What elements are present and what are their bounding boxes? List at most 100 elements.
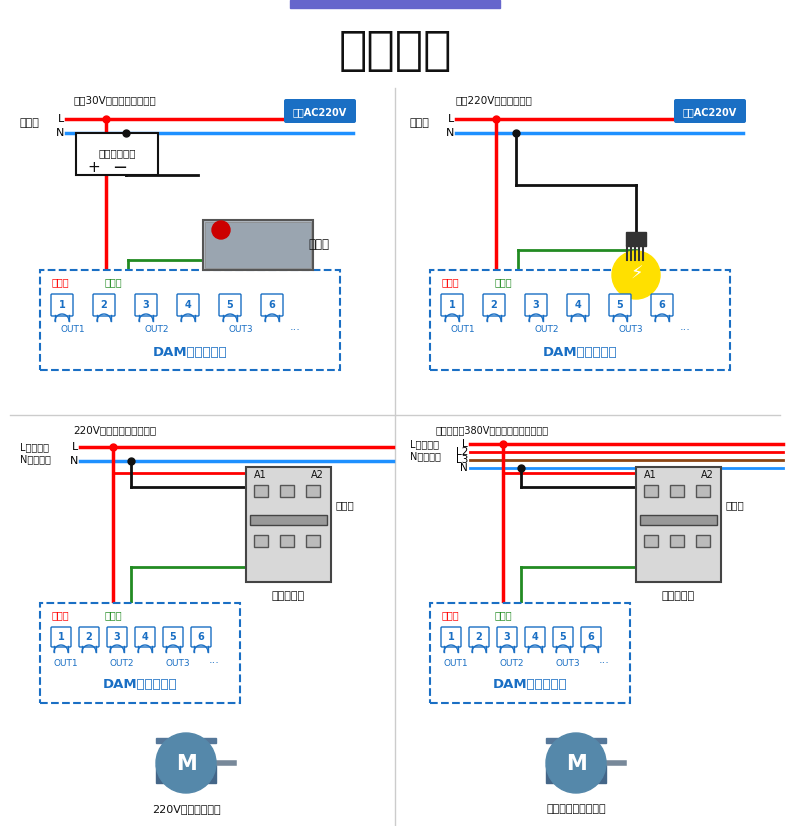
FancyBboxPatch shape (40, 603, 240, 703)
FancyBboxPatch shape (306, 485, 320, 497)
Text: ···: ··· (290, 325, 301, 335)
FancyBboxPatch shape (430, 270, 730, 370)
FancyBboxPatch shape (430, 603, 630, 703)
Text: 3: 3 (114, 632, 120, 642)
Text: DAM数采控制器: DAM数采控制器 (493, 678, 567, 691)
Text: 220V接交流接触器接线图: 220V接交流接触器接线图 (73, 425, 156, 435)
Text: 电磁阀: 电磁阀 (308, 239, 329, 251)
FancyBboxPatch shape (644, 485, 658, 497)
Bar (156, 765, 216, 783)
Text: 线圈AC220V: 线圈AC220V (293, 107, 347, 117)
Text: DAM数采控制器: DAM数采控制器 (152, 345, 228, 358)
Circle shape (212, 221, 230, 239)
Text: 5: 5 (617, 300, 623, 310)
Text: 220V功率较大设备: 220V功率较大设备 (152, 804, 220, 814)
Bar (626, 232, 646, 246)
FancyBboxPatch shape (497, 627, 517, 647)
FancyBboxPatch shape (651, 294, 673, 316)
FancyBboxPatch shape (525, 294, 547, 316)
FancyBboxPatch shape (219, 294, 241, 316)
FancyBboxPatch shape (76, 133, 158, 175)
Text: OUT1: OUT1 (444, 658, 468, 667)
Text: 交流220V设备接线方法: 交流220V设备接线方法 (456, 95, 533, 105)
Text: 公共端: 公共端 (52, 610, 70, 620)
Text: 电机、泵等大型设备: 电机、泵等大型设备 (546, 804, 606, 814)
Text: N: N (446, 128, 454, 138)
Text: 常开端: 常开端 (495, 277, 513, 287)
Circle shape (156, 733, 216, 793)
Text: OUT3: OUT3 (166, 658, 190, 667)
Text: +: + (88, 160, 100, 175)
FancyBboxPatch shape (696, 485, 710, 497)
FancyBboxPatch shape (163, 627, 183, 647)
Text: OUT2: OUT2 (145, 325, 169, 335)
FancyBboxPatch shape (135, 294, 157, 316)
Text: L2: L2 (456, 447, 468, 457)
Text: OUT3: OUT3 (619, 325, 643, 335)
Text: 2: 2 (476, 632, 483, 642)
FancyBboxPatch shape (670, 485, 684, 497)
Text: 常开端: 常开端 (495, 610, 513, 620)
Text: 被控设备电源: 被控设备电源 (98, 148, 136, 158)
Text: 主触点: 主触点 (336, 500, 355, 510)
Text: OUT1: OUT1 (450, 325, 476, 335)
Circle shape (612, 251, 660, 299)
Text: ···: ··· (209, 658, 220, 668)
FancyBboxPatch shape (609, 294, 631, 316)
Text: OUT2: OUT2 (535, 325, 559, 335)
Text: 常开端: 常开端 (105, 277, 122, 287)
Text: 1: 1 (448, 632, 454, 642)
Text: 6: 6 (588, 632, 594, 642)
Text: L: L (72, 442, 78, 452)
FancyBboxPatch shape (674, 99, 746, 123)
Text: 交流接触器: 交流接触器 (272, 591, 305, 601)
Text: A2: A2 (310, 470, 323, 480)
Text: 4: 4 (141, 632, 149, 642)
Text: OUT1: OUT1 (54, 658, 78, 667)
FancyBboxPatch shape (469, 627, 489, 647)
FancyBboxPatch shape (553, 627, 573, 647)
Text: 带零线交流380V接电机、泵等设备接线: 带零线交流380V接电机、泵等设备接线 (436, 425, 549, 435)
Text: 输出接线: 输出接线 (338, 30, 452, 74)
Text: 5: 5 (170, 632, 176, 642)
FancyBboxPatch shape (644, 535, 658, 547)
Circle shape (546, 733, 606, 793)
Text: L代表火线: L代表火线 (20, 442, 49, 452)
FancyBboxPatch shape (581, 627, 601, 647)
FancyBboxPatch shape (280, 485, 294, 497)
Text: 2: 2 (100, 300, 107, 310)
FancyBboxPatch shape (40, 270, 340, 370)
Text: ⚡: ⚡ (630, 265, 643, 283)
Text: L代表火线: L代表火线 (410, 439, 439, 449)
Text: DAM数采控制器: DAM数采控制器 (103, 678, 177, 691)
Text: 6: 6 (269, 300, 276, 310)
Text: L: L (58, 114, 64, 124)
Text: A2: A2 (701, 470, 713, 480)
Text: DAM数采控制器: DAM数采控制器 (543, 345, 617, 358)
Text: 1: 1 (58, 632, 64, 642)
FancyBboxPatch shape (280, 535, 294, 547)
Text: 电源端: 电源端 (20, 118, 40, 128)
FancyBboxPatch shape (567, 294, 589, 316)
Text: 1: 1 (449, 300, 455, 310)
Text: 2: 2 (491, 300, 498, 310)
FancyBboxPatch shape (107, 627, 127, 647)
Text: A1: A1 (644, 470, 656, 480)
Text: 电源端: 电源端 (410, 118, 430, 128)
Bar (156, 738, 216, 743)
FancyBboxPatch shape (640, 515, 717, 525)
Text: 5: 5 (227, 300, 233, 310)
FancyBboxPatch shape (250, 515, 327, 525)
Text: 4: 4 (574, 300, 581, 310)
FancyBboxPatch shape (135, 627, 155, 647)
Text: 线圈AC220V: 线圈AC220V (683, 107, 737, 117)
Text: 交流接触器: 交流接触器 (661, 591, 694, 601)
FancyBboxPatch shape (306, 535, 320, 547)
FancyBboxPatch shape (254, 485, 268, 497)
Text: 6: 6 (659, 300, 665, 310)
Text: M: M (175, 754, 197, 774)
Text: 4: 4 (185, 300, 191, 310)
FancyBboxPatch shape (525, 627, 545, 647)
Text: N: N (55, 128, 64, 138)
Text: 公共端: 公共端 (442, 610, 460, 620)
